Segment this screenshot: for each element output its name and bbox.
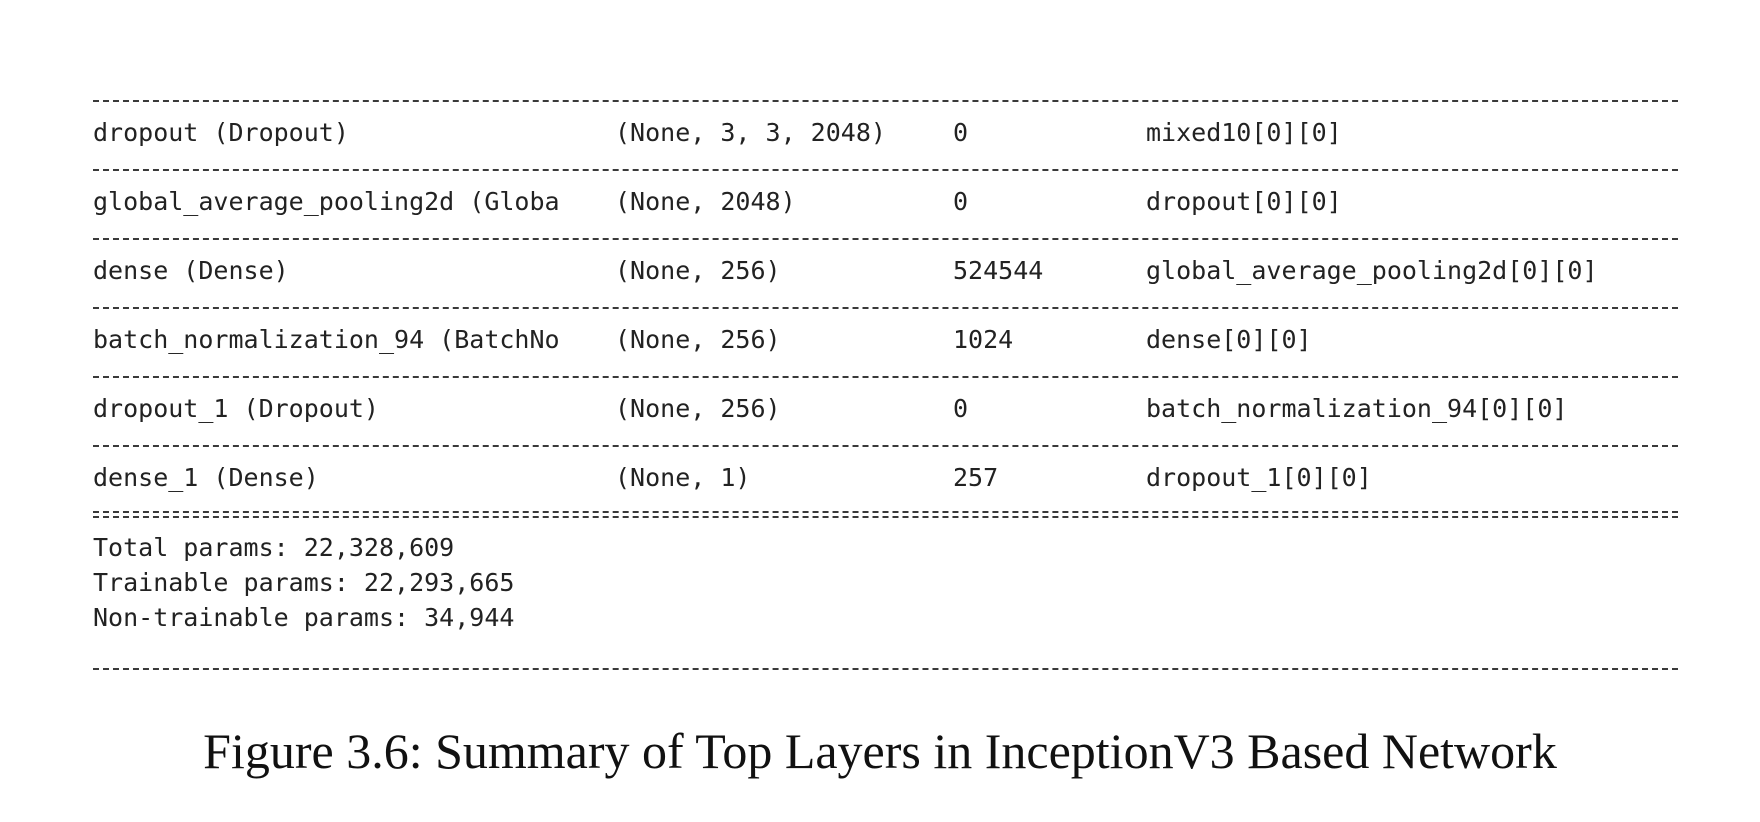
table-row: batch_normalization_94 (BatchNo (None, 2… — [93, 313, 1678, 371]
connected-to-cell: dropout_1[0][0] — [1146, 463, 1372, 492]
connected-to-cell: batch_normalization_94[0][0] — [1146, 394, 1568, 423]
output-shape-cell: (None, 256) — [615, 256, 781, 285]
output-shape-cell: (None, 1) — [615, 463, 751, 492]
layer-name-cell: dropout (Dropout) — [93, 118, 349, 147]
separator-line — [93, 440, 1678, 451]
table-row: dropout_1 (Dropout) (None, 256) 0 batch_… — [93, 382, 1678, 440]
param-count-cell: 257 — [953, 463, 999, 492]
output-shape-cell: (None, 256) — [615, 325, 781, 354]
separator-line — [93, 164, 1678, 175]
connected-to-cell: dropout[0][0] — [1146, 187, 1342, 216]
param-count-cell: 0 — [953, 187, 969, 216]
layer-name-cell: dropout_1 (Dropout) — [93, 394, 379, 423]
connected-to-cell: global_average_pooling2d[0][0] — [1146, 256, 1598, 285]
non-trainable-params: Non-trainable params: 34,944 — [93, 603, 515, 632]
table-row: dense_1 (Dense) (None, 1) 257 dropout_1[… — [93, 451, 1678, 509]
layer-name-cell: dense_1 (Dense) — [93, 463, 319, 492]
param-count-cell: 0 — [953, 118, 969, 147]
table-row: dense (Dense) (None, 256) 524544 global_… — [93, 244, 1678, 302]
separator-line — [93, 371, 1678, 382]
output-shape-cell: (None, 3, 3, 2048) — [615, 118, 886, 147]
model-summary-table: dropout (Dropout) (None, 3, 3, 2048) 0 m… — [93, 95, 1678, 674]
figure-caption: Figure 3.6: Summary of Top Layers in Inc… — [203, 723, 1557, 779]
params-totals: Total params: 22,328,609 Trainable param… — [93, 520, 1678, 663]
trainable-params: Trainable params: 22,293,665 — [93, 568, 515, 597]
connected-to-cell: dense[0][0] — [1146, 325, 1312, 354]
total-params: Total params: 22,328,609 — [93, 533, 455, 562]
param-count-cell: 524544 — [953, 256, 1044, 285]
layer-name-cell: global_average_pooling2d (Globa — [93, 187, 560, 216]
separator-line — [93, 663, 1678, 674]
separator-line — [93, 233, 1678, 244]
double-separator-line — [93, 509, 1678, 520]
param-count-cell: 0 — [953, 394, 969, 423]
table-row: dropout (Dropout) (None, 3, 3, 2048) 0 m… — [93, 106, 1678, 164]
layer-name-cell: batch_normalization_94 (BatchNo — [93, 325, 560, 354]
output-shape-cell: (None, 256) — [615, 394, 781, 423]
separator-line — [93, 302, 1678, 313]
layer-name-cell: dense (Dense) — [93, 256, 289, 285]
output-shape-cell: (None, 2048) — [615, 187, 796, 216]
table-row: global_average_pooling2d (Globa (None, 2… — [93, 175, 1678, 233]
separator-line — [93, 95, 1678, 106]
param-count-cell: 1024 — [953, 325, 1014, 354]
connected-to-cell: mixed10[0][0] — [1146, 118, 1342, 147]
